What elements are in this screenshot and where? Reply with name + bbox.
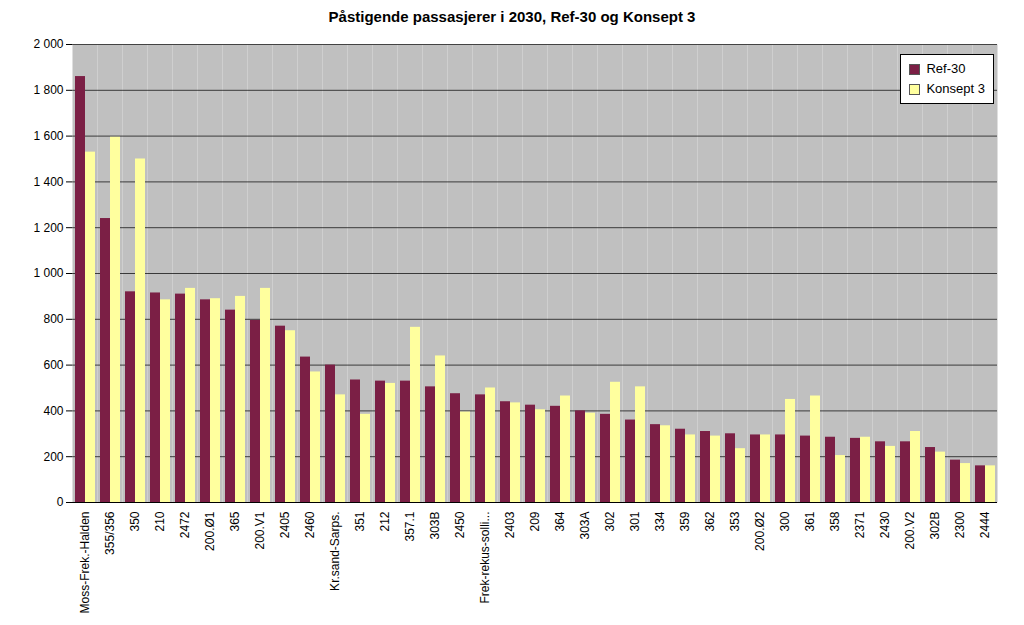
svg-text:2405: 2405: [278, 511, 292, 538]
svg-text:358: 358: [828, 511, 842, 531]
svg-text:365: 365: [228, 511, 242, 531]
svg-text:351: 351: [353, 511, 367, 531]
svg-text:301: 301: [628, 511, 642, 531]
html-text:Påstigende passasjerer i 2030,: Påstigende passasjerer i 2030, Ref-30 og…: [328, 8, 696, 25]
svg-text:364: 364: [553, 511, 567, 531]
svg-text:200.Ø2: 200.Ø2: [753, 511, 767, 551]
svg-text:355/356: 355/356: [103, 511, 117, 555]
svg-text:359: 359: [678, 511, 692, 531]
svg-text:200: 200: [43, 450, 63, 464]
svg-text:353: 353: [728, 511, 742, 531]
svg-text:361: 361: [803, 511, 817, 531]
svg-text:357.1: 357.1: [403, 511, 417, 541]
svg-text:200.V2: 200.V2: [903, 511, 917, 549]
svg-text:303A: 303A: [578, 512, 592, 540]
svg-text:0: 0: [57, 495, 64, 509]
html-text:Konsept 3: Konsept 3: [926, 81, 985, 96]
svg-text:2444: 2444: [978, 511, 992, 538]
svg-text:800: 800: [43, 312, 63, 326]
svg-text:200.Ø1: 200.Ø1: [203, 511, 217, 551]
svg-text:2371: 2371: [853, 511, 867, 538]
svg-text:2450: 2450: [453, 511, 467, 538]
svg-text:600: 600: [43, 358, 63, 372]
svg-text:Kr.sand-Sarps.: Kr.sand-Sarps.: [328, 512, 342, 591]
svg-text:210: 210: [153, 511, 167, 531]
svg-text:2300: 2300: [953, 511, 967, 538]
svg-text:2460: 2460: [303, 511, 317, 538]
svg-text:1 800: 1 800: [33, 83, 63, 97]
html-text:Ref-30: Ref-30: [926, 61, 966, 76]
svg-text:2403: 2403: [503, 511, 517, 538]
svg-text:1 000: 1 000: [33, 266, 63, 280]
svg-text:300: 300: [778, 511, 792, 531]
svg-text:302: 302: [603, 511, 617, 531]
svg-text:303B: 303B: [428, 512, 442, 540]
svg-text:2 000: 2 000: [33, 37, 63, 51]
svg-text:362: 362: [703, 511, 717, 531]
svg-text:1 600: 1 600: [33, 129, 63, 143]
svg-text:200.V1: 200.V1: [253, 511, 267, 549]
svg-text:334: 334: [653, 511, 667, 531]
svg-text:2472: 2472: [178, 511, 192, 538]
svg-text:350: 350: [128, 511, 142, 531]
svg-text:Moss-Frek.-Halden: Moss-Frek.-Halden: [78, 512, 92, 614]
svg-text:Frek-rekus-solli...: Frek-rekus-solli...: [478, 512, 492, 604]
svg-text:1 200: 1 200: [33, 221, 63, 235]
svg-text:212: 212: [378, 511, 392, 531]
svg-text:302B: 302B: [928, 512, 942, 540]
svg-text:1 400: 1 400: [33, 175, 63, 189]
svg-text:209: 209: [528, 511, 542, 531]
svg-text:400: 400: [43, 404, 63, 418]
svg-text:2430: 2430: [878, 511, 892, 538]
